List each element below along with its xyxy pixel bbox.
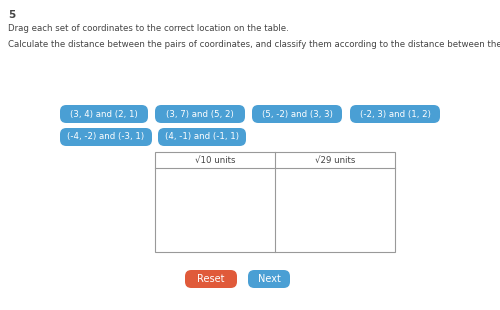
FancyBboxPatch shape <box>158 128 246 146</box>
FancyBboxPatch shape <box>185 270 237 288</box>
Text: Reset: Reset <box>197 274 225 284</box>
Text: (-4, -2) and (-3, 1): (-4, -2) and (-3, 1) <box>68 132 144 141</box>
Text: √10 units: √10 units <box>195 156 235 165</box>
Text: (4, -1) and (-1, 1): (4, -1) and (-1, 1) <box>165 132 239 141</box>
Text: √29 units: √29 units <box>315 156 355 165</box>
FancyBboxPatch shape <box>155 105 245 123</box>
Text: (3, 7) and (5, 2): (3, 7) and (5, 2) <box>166 109 234 118</box>
FancyBboxPatch shape <box>252 105 342 123</box>
FancyBboxPatch shape <box>60 128 152 146</box>
FancyBboxPatch shape <box>60 105 148 123</box>
Text: Next: Next <box>258 274 280 284</box>
Text: (5, -2) and (3, 3): (5, -2) and (3, 3) <box>262 109 332 118</box>
Text: Calculate the distance between the pairs of coordinates, and classify them accor: Calculate the distance between the pairs… <box>8 40 500 49</box>
FancyBboxPatch shape <box>248 270 290 288</box>
Text: Drag each set of coordinates to the correct location on the table.: Drag each set of coordinates to the corr… <box>8 24 289 33</box>
Text: 5: 5 <box>8 10 15 20</box>
Text: (-2, 3) and (1, 2): (-2, 3) and (1, 2) <box>360 109 430 118</box>
Text: (3, 4) and (2, 1): (3, 4) and (2, 1) <box>70 109 138 118</box>
Bar <box>155 152 395 252</box>
FancyBboxPatch shape <box>350 105 440 123</box>
